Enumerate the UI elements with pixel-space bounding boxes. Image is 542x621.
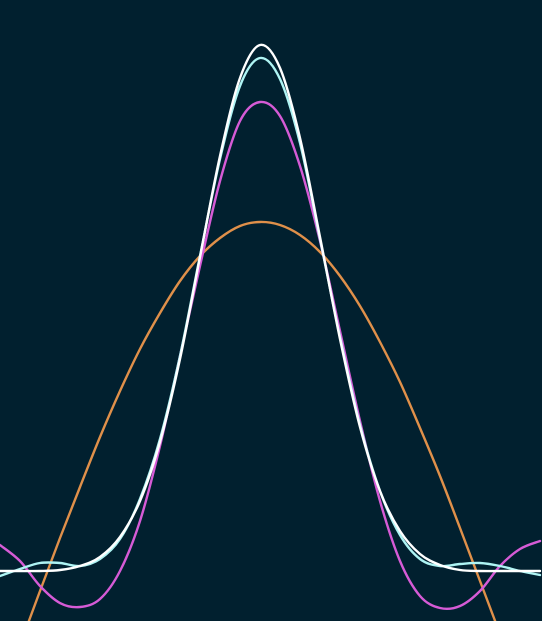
line-series [27,220,497,621]
line-series [0,43,542,573]
line-series [0,100,542,611]
